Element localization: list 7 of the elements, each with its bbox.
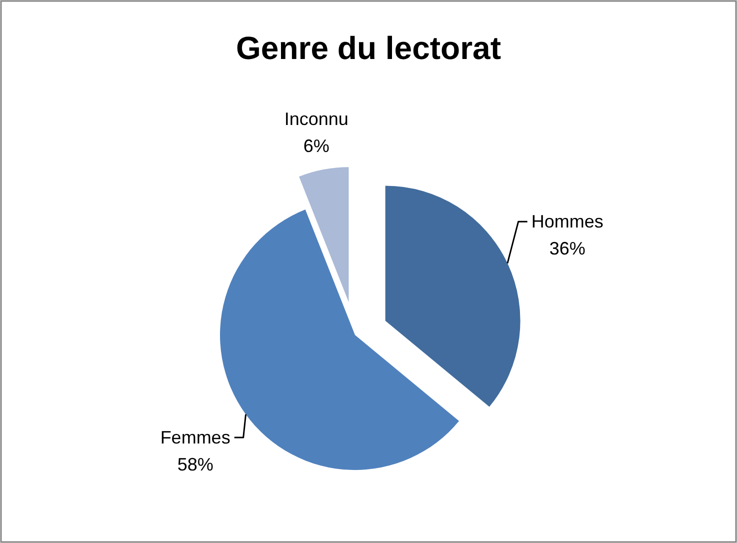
data-label: 6% <box>303 136 330 156</box>
data-label: 58% <box>177 454 214 475</box>
data-label: 36% <box>549 238 586 259</box>
slice-label: Hommes <box>531 212 604 232</box>
chart-title: Genre du lectorat <box>236 30 502 66</box>
slice-label: Inconnu <box>284 109 348 130</box>
slice-label: Femmes <box>160 428 230 448</box>
